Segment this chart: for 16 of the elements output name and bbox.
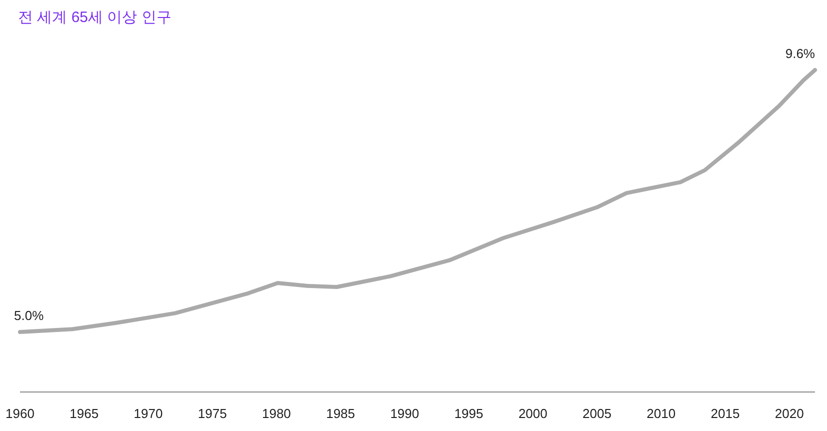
- x-tick-label: 1965: [70, 406, 99, 421]
- x-tick-label: 1960: [6, 406, 34, 421]
- x-tick-label: 1985: [326, 406, 356, 421]
- x-tick-label: 1980: [262, 406, 291, 421]
- data-label: 9.6%: [785, 46, 816, 61]
- x-tick-label: 1995: [454, 406, 484, 421]
- x-tick-label: 2010: [646, 406, 676, 421]
- data-label: 5.0%: [14, 308, 44, 323]
- x-tick-label: 2000: [518, 406, 548, 421]
- x-tick-label: 2005: [582, 406, 612, 421]
- chart-title: 전 세계 65세 이상 인구: [18, 9, 172, 26]
- x-tick-label: 2015: [710, 406, 740, 421]
- x-tick-label: 2020: [774, 406, 804, 421]
- x-tick-label: 1990: [390, 406, 420, 421]
- x-tick-label: 1975: [198, 406, 227, 421]
- x-tick-label: 1970: [134, 406, 163, 421]
